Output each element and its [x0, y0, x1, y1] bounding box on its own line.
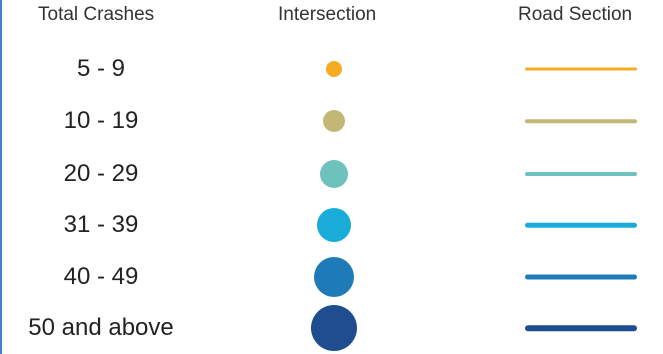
header-total-crashes: Total Crashes [38, 4, 155, 25]
road-section-line [525, 172, 637, 176]
range-label: 10 - 19 [63, 107, 139, 134]
road-section-line [525, 325, 637, 331]
legend-row: 40 - 49 [0, 251, 663, 303]
road-section-line [525, 67, 637, 71]
intersection-dot [314, 257, 354, 297]
road-section-line [525, 222, 637, 228]
legend-row: 20 - 29 [0, 148, 663, 200]
legend-row: 31 - 39 [0, 199, 663, 251]
range-label: 50 and above [28, 314, 174, 341]
legend-row: 10 - 19 [0, 95, 663, 147]
intersection-dot [326, 61, 342, 77]
legend-row: 50 and above [0, 302, 663, 354]
intersection-dot [311, 305, 357, 351]
intersection-dot [320, 160, 348, 188]
road-section-line [525, 274, 637, 280]
range-label: 5 - 9 [76, 55, 126, 82]
left-border [0, 0, 2, 354]
intersection-dot [323, 110, 345, 132]
header-road-section: Road Section [518, 4, 633, 25]
range-label: 31 - 39 [63, 211, 139, 238]
range-label: 40 - 49 [63, 263, 139, 290]
header-intersection: Intersection [278, 4, 377, 25]
range-label: 20 - 29 [63, 160, 139, 187]
legend-row: 5 - 9 [0, 43, 663, 95]
intersection-dot [317, 208, 351, 242]
road-section-line [525, 119, 637, 123]
